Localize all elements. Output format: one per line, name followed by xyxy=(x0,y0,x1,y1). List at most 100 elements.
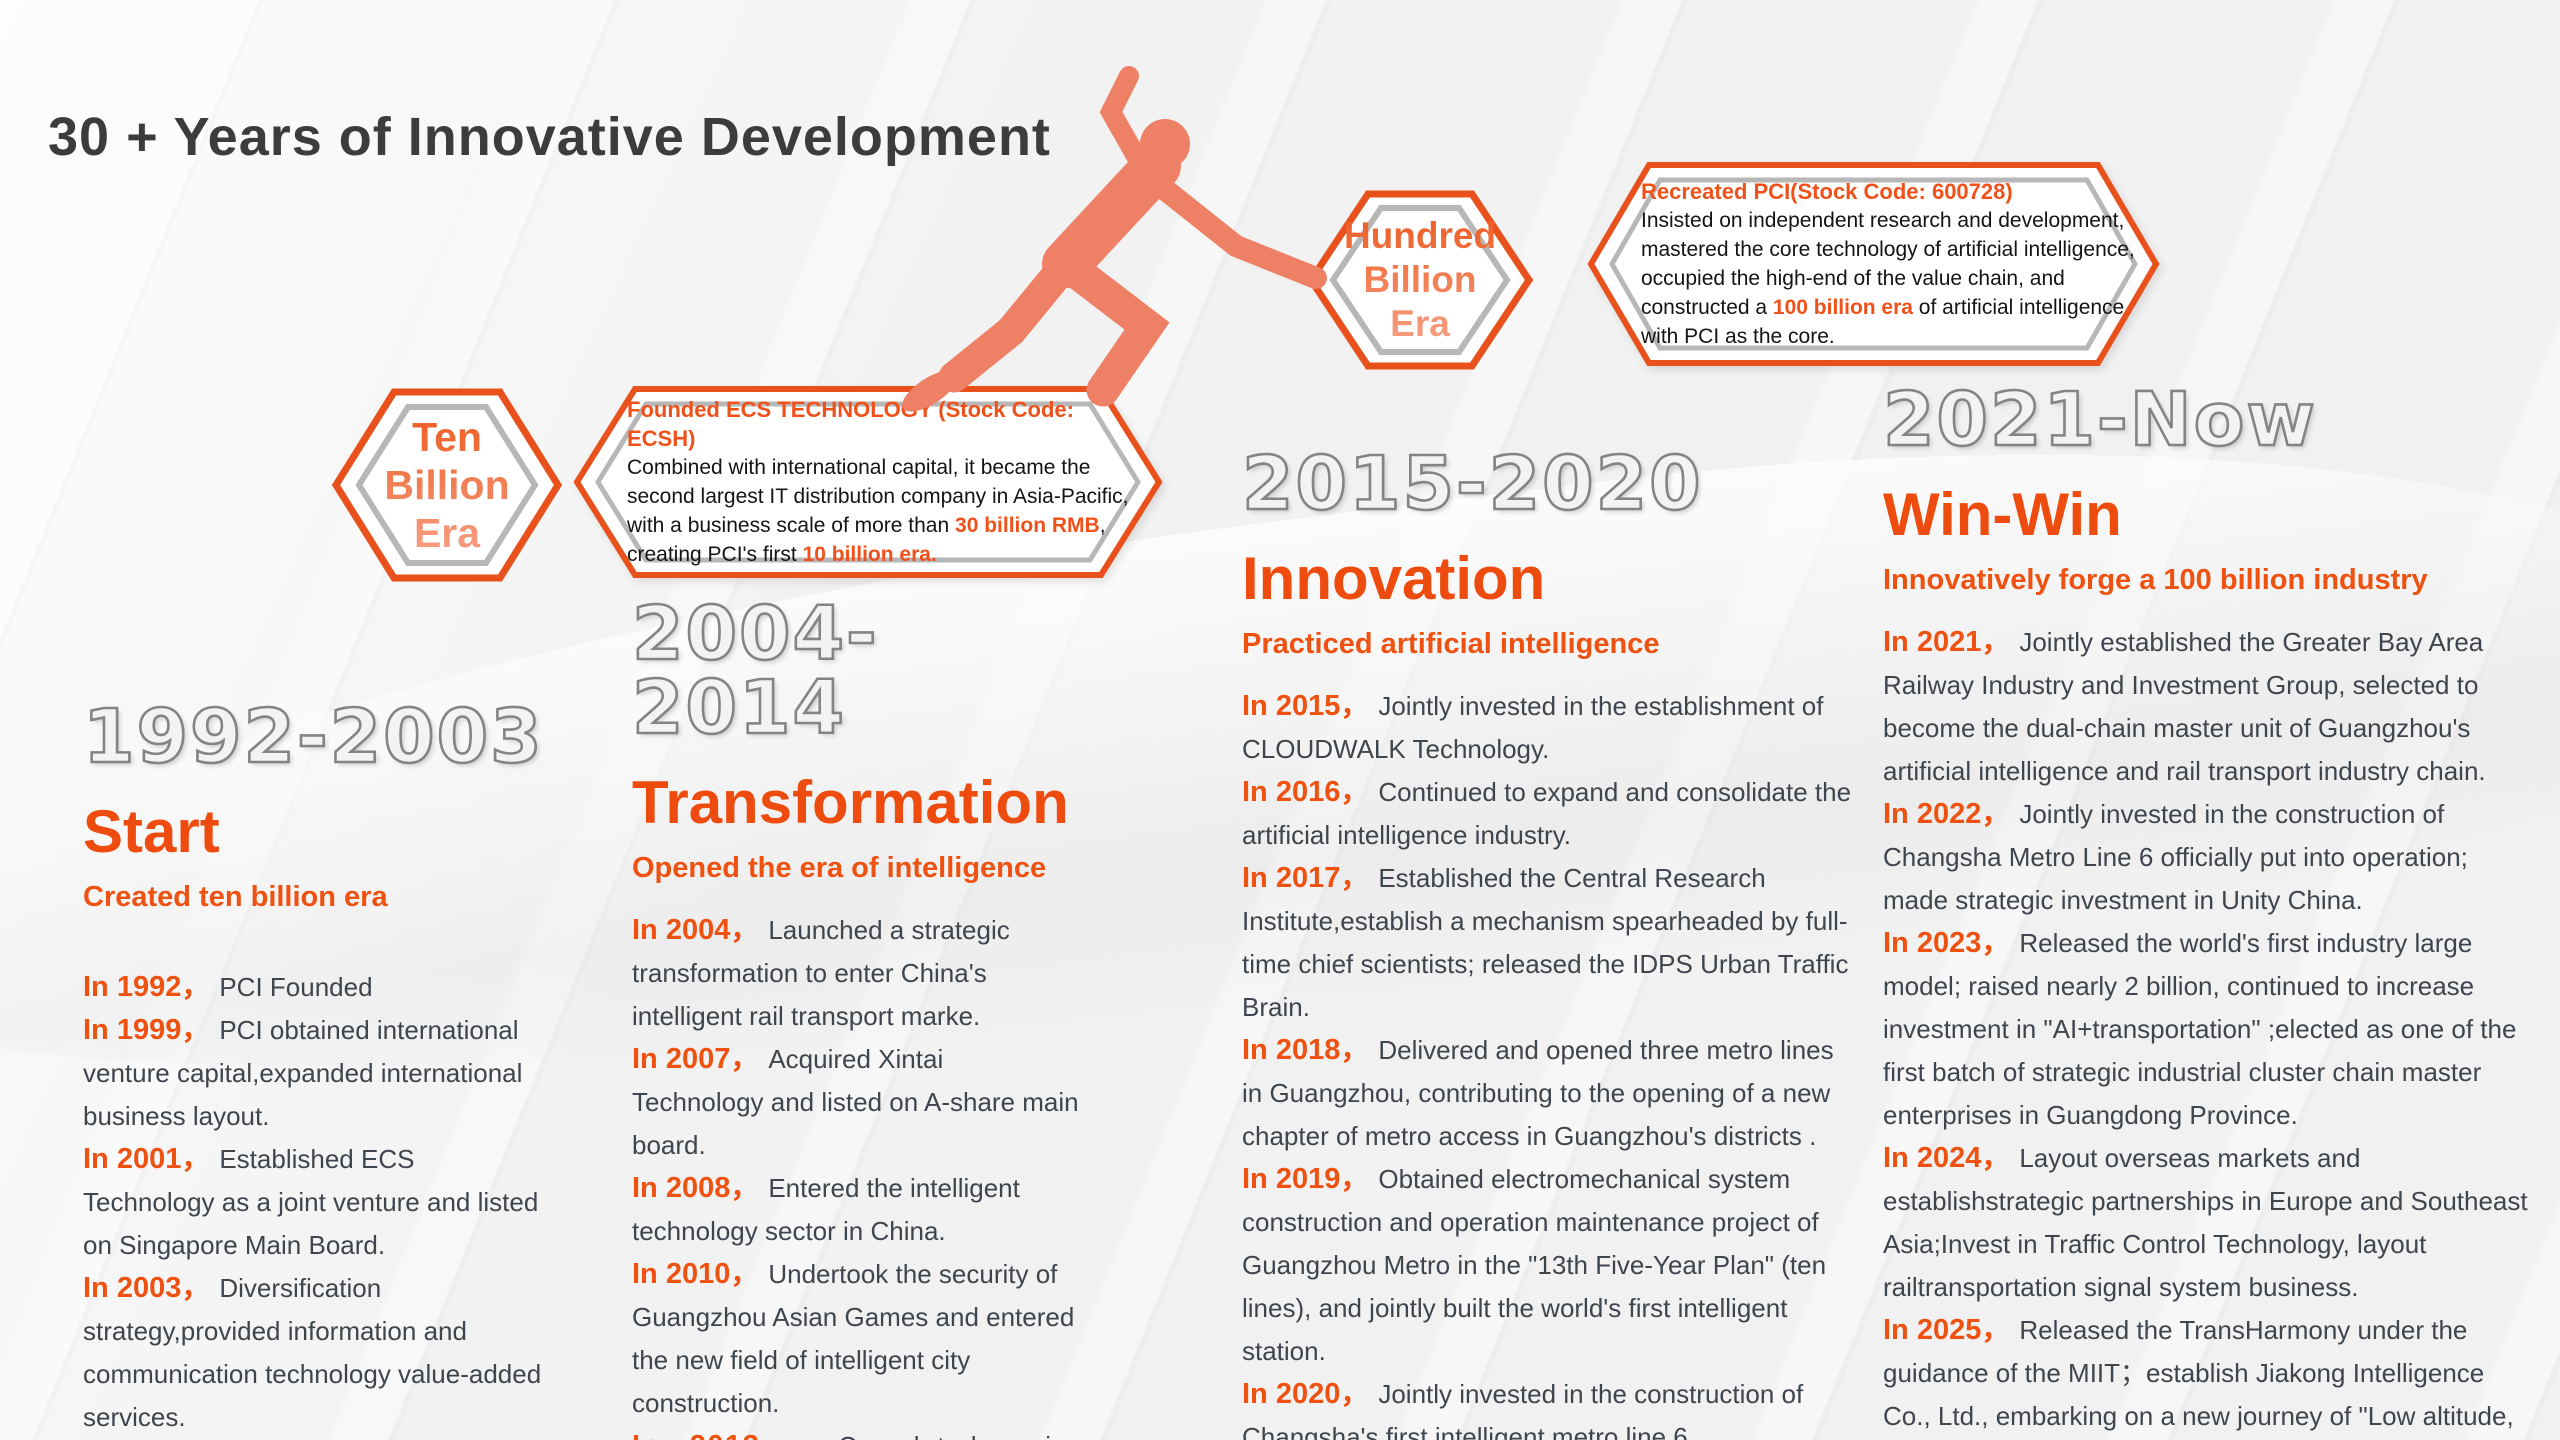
timeline-event: In 2025， Released the TransHarmony under … xyxy=(1883,1309,2529,1440)
event-text: Undertook the security of Guangzhou Asia… xyxy=(632,1259,1075,1418)
era-1992-2003: 1992-2003 Start Created ten billion era … xyxy=(82,694,545,1439)
event-year: In 2007， xyxy=(632,1043,760,1075)
era-events: In 1992， PCI Founded In 1999， PCI obtained … xyxy=(83,966,545,1439)
badge-line: Era xyxy=(1390,303,1450,344)
event-year: In 2019， xyxy=(1242,1163,1370,1195)
timeline-event: In 2001， Established ECS Technology as a … xyxy=(83,1138,545,1267)
event-text: Delivered and opened three metro lines i… xyxy=(1242,1035,1834,1151)
timeline-event: In 2022， Jointly invested in the construc… xyxy=(1883,793,2529,922)
event-year: In 2022， xyxy=(1883,798,2011,830)
event-text: Diversification strategy,provided inform… xyxy=(83,1273,542,1432)
timeline-event: In 2015， Jointly invested in the establis… xyxy=(1242,685,1856,771)
callout-title: Founded ECS TECHNOLOGY (Stock Code: ECSH… xyxy=(627,397,1074,451)
event-year: In 2008， xyxy=(632,1172,760,1204)
runner-back-arm xyxy=(1099,66,1155,182)
event-text: Jointly established the Greater Bay Area… xyxy=(1883,627,2486,786)
era-subtitle: Innovatively forge a 100 billion industr… xyxy=(1883,564,2428,596)
chevron-box-shape xyxy=(573,386,1163,578)
event-year: In 2010， xyxy=(632,1258,760,1290)
callout-text: Recreated PCI(Stock Code: 600728) Insist… xyxy=(1641,158,2140,370)
event-year: In 1992， xyxy=(83,971,211,1003)
badge-line: Era xyxy=(413,510,481,556)
event-year: In 2015， xyxy=(1242,690,1370,722)
chevron-box-shape xyxy=(1587,162,2160,366)
callout-title: Recreated PCI(Stock Code: 600728) xyxy=(1641,179,2013,204)
timeline-event: In 2007， Acquired Xintai Technology and l… xyxy=(632,1038,1079,1167)
badge-line: Hundred xyxy=(1343,215,1497,256)
event-text: Established the Central Research Institu… xyxy=(1242,863,1849,1022)
era-title: Start xyxy=(83,798,220,865)
timeline-event: In 2023， Released the world's first indus… xyxy=(1883,922,2529,1137)
event-text: Layout overseas markets and establishstr… xyxy=(1883,1143,2528,1302)
event-text: Released the world's first industry larg… xyxy=(1883,928,2517,1130)
event-text: Jointly invested in the construction of … xyxy=(1242,1379,1804,1440)
callout-segment: 100 billion era xyxy=(1772,296,1913,319)
event-year: In 2017， xyxy=(1242,862,1370,894)
event-year: In 2023， xyxy=(1883,927,2011,959)
event-year: In 2004， xyxy=(632,914,760,946)
event-text: Established ECS Technology as a joint ve… xyxy=(83,1144,539,1260)
era-events: In 2004， Launched a strategic transformat… xyxy=(632,909,1079,1440)
era-years: 2015-2020 xyxy=(1241,441,1703,527)
callout-segment: Insisted on independent research and dev… xyxy=(1641,209,2135,319)
ecs-technology-callout: Founded ECS TECHNOLOGY (Stock Code: ECSH… xyxy=(571,382,1165,582)
recreated-pci-callout: Recreated PCI(Stock Code: 600728) Insist… xyxy=(1585,158,2162,370)
era-2004-2014: 2004-2014 Transformation Opened the era … xyxy=(631,596,1079,1440)
event-text: Completed major asset restructuring, com… xyxy=(632,1431,1079,1440)
hundred-billion-era-badge: Hundred Billion Era xyxy=(1306,188,1534,372)
event-year: In 2020， xyxy=(1242,1378,1370,1410)
ten-billion-era-badge: Ten Billion Era xyxy=(331,385,563,585)
timeline-event: In 2004， Launched a strategic transformat… xyxy=(632,909,1079,1038)
timeline-event: In 2016， Continued to expand and consolid… xyxy=(1242,771,1856,857)
event-year: In 2001， xyxy=(83,1143,211,1175)
event-text: Continued to expand and consolidate the … xyxy=(1242,777,1852,850)
event-text: Released the TransHarmony under the guid… xyxy=(1883,1315,2514,1431)
hexagon-shape xyxy=(331,388,563,582)
timeline-event: In 2008， Entered the intelligent technolo… xyxy=(632,1167,1079,1253)
event-year: In 2025， xyxy=(1883,1314,2011,1346)
timeline-event: In 2017， Established the Central Research… xyxy=(1242,857,1856,1029)
event-text: PCI Founded xyxy=(219,972,373,1002)
timeline-event: In 2010， Undertook the security of Guangz… xyxy=(632,1253,1079,1425)
event-text: PCI obtained international venture capit… xyxy=(83,1015,523,1131)
runner-front-leg xyxy=(1049,247,1170,407)
runner-front-arm xyxy=(1142,169,1327,289)
page-title: 30 + Years of Innovative Development xyxy=(48,107,1051,168)
timeline-event: In 1999， PCI obtained international ventu… xyxy=(83,1009,545,1138)
callout-body: Combined with international capital, it … xyxy=(627,453,1143,569)
timeline-event: In 2013，Completed major asset restructur… xyxy=(632,1425,1079,1440)
callout-text: Founded ECS TECHNOLOGY (Stock Code: ECSH… xyxy=(627,382,1143,582)
timeline-event: In 1992， PCI Founded xyxy=(83,966,545,1009)
event-text: Entered the intelligent technology secto… xyxy=(632,1173,1020,1246)
event-year: In 2024， xyxy=(1883,1142,2011,1174)
badge-line: Ten xyxy=(412,414,482,460)
event-year: In 2003， xyxy=(83,1272,211,1304)
event-text: Jointly invested in the construction of … xyxy=(1883,799,2468,915)
runner-silhouette xyxy=(902,66,1327,412)
era-title: Win-Win xyxy=(1883,481,2122,548)
era-events: In 2021， Jointly established the Greater … xyxy=(1883,621,2529,1440)
event-year: In 2021， xyxy=(1883,626,2011,658)
runner-shoe xyxy=(902,370,958,412)
era-years: 1992-2003 xyxy=(82,694,544,780)
event-text: Obtained electromechanical system constr… xyxy=(1242,1164,1827,1366)
badge-label: Hundred Billion Era xyxy=(1344,214,1496,346)
runner-head xyxy=(1140,119,1190,169)
era-years: 2021-Now xyxy=(1882,377,2317,463)
event-year: In 2013， xyxy=(632,1430,829,1440)
event-text: Launched a strategic transformation to e… xyxy=(632,915,1010,1031)
event-year: In 1999， xyxy=(83,1014,211,1046)
callout-segment: 10 billion era. xyxy=(802,543,937,566)
event-year: In 2018， xyxy=(1242,1034,1370,1066)
callout-segment: Combined with international capital, it … xyxy=(627,456,1129,537)
era-2015-2020: 2015-2020 Innovation Practiced artificia… xyxy=(1241,441,1856,1440)
runner-torso xyxy=(1042,142,1181,288)
timeline-event: In 2020， Jointly invested in the construc… xyxy=(1242,1373,1856,1440)
badge-line: Billion xyxy=(1363,259,1477,300)
callout-segment: , creating PCI's first xyxy=(627,514,1106,566)
event-year: In 2016， xyxy=(1242,776,1370,808)
era-events: In 2015， Jointly invested in the establis… xyxy=(1242,685,1856,1440)
era-subtitle: Opened the era of intelligence xyxy=(632,852,1047,884)
callout-segment: of artificial intelligence with PCI as t… xyxy=(1641,296,2125,348)
